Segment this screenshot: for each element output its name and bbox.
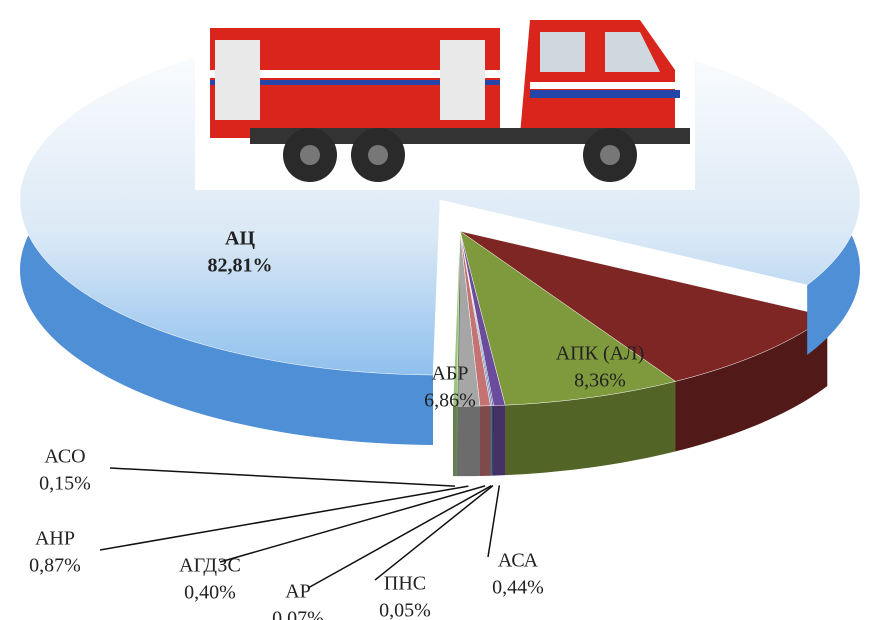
- page: {"chart_data":{"type":"pie", "categories…: [0, 0, 880, 620]
- value-label: 0,05%: [379, 600, 431, 620]
- category-label: АБР: [431, 363, 468, 385]
- category-label: АПК (АЛ): [556, 343, 645, 365]
- category-label: ПНС: [384, 573, 426, 595]
- slice-side: [490, 406, 492, 476]
- value-label: 8,36%: [574, 370, 626, 392]
- value-label: 6,86%: [424, 390, 476, 412]
- category-label: АСА: [498, 550, 539, 572]
- slice-side: [480, 406, 491, 476]
- slice-side: [453, 406, 457, 476]
- leader-line: [100, 486, 468, 550]
- value-label: 82,81%: [208, 255, 273, 277]
- value-label: 0,87%: [29, 555, 81, 577]
- category-label: АР: [285, 581, 311, 603]
- leader-line: [110, 468, 455, 486]
- slice-side: [494, 405, 506, 475]
- category-label: АСО: [44, 446, 85, 468]
- value-label: 0,15%: [39, 473, 91, 495]
- slice-side: [492, 406, 493, 476]
- value-label: 0,07%: [272, 608, 324, 620]
- value-label: 0,40%: [184, 582, 236, 604]
- slice-side: [457, 406, 480, 476]
- value-label: 0,44%: [492, 577, 544, 599]
- category-label: АНР: [35, 528, 75, 550]
- category-label: АЦ: [225, 228, 255, 250]
- truck-image: [195, 0, 695, 190]
- leader-line: [488, 485, 499, 557]
- chart: АПК (АЛ) 8,36% АБР 6,86% АСА 0,44% ПНС 0,05% АР 0…: [0, 0, 880, 620]
